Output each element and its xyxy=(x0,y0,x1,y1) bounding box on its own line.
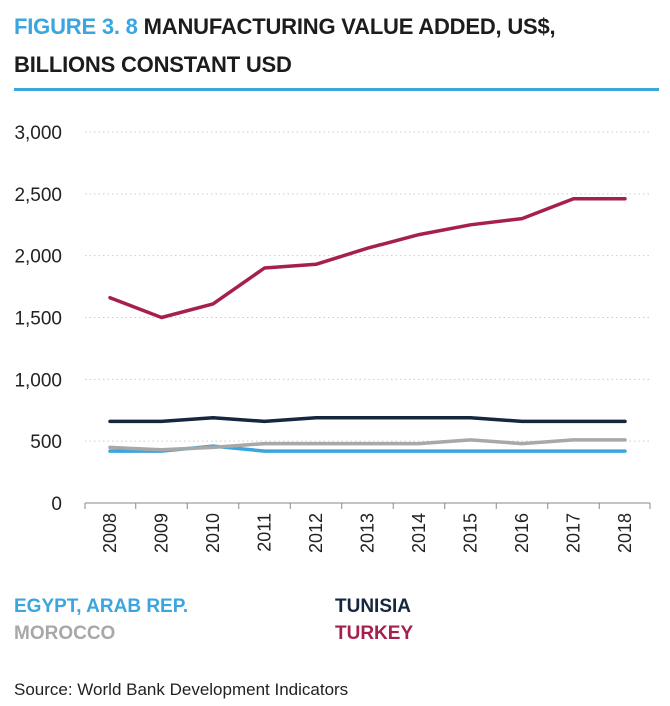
legend-tunisia: TUNISIA xyxy=(335,596,411,617)
x-tick-label: 2010 xyxy=(203,513,223,553)
tick-labels: 0 500 1,000 1,500 2,000 2,500 3,000 2008 2009 201… xyxy=(14,123,635,553)
y-tick-label: 2,500 xyxy=(14,185,62,206)
x-tick-label: 2013 xyxy=(358,513,378,553)
legend-turkey: TURKEY xyxy=(335,623,414,644)
x-tick-label: 2011 xyxy=(255,513,275,552)
x-tick-label: 2009 xyxy=(152,513,172,553)
source-note: Source: World Bank Development Indicator… xyxy=(14,680,349,699)
y-tick-label: 500 xyxy=(30,432,62,453)
title-text: MANUFACTURING VALUE ADDED, US$, BILLIONS… xyxy=(14,14,556,77)
legend-egypt: EGYPT, ARAB REP. xyxy=(14,596,189,617)
y-tick-label: 1,000 xyxy=(14,370,62,391)
y-tick-label: 3,000 xyxy=(14,123,62,144)
x-tick-label: 2015 xyxy=(461,513,481,553)
x-tick-label: 2016 xyxy=(512,513,532,553)
x-tick-label: 2017 xyxy=(564,513,584,553)
title-rule xyxy=(14,88,659,91)
legend-morocco: MOROCCO xyxy=(14,623,116,644)
series-line-turkey xyxy=(108,197,627,320)
x-tick-label: 2014 xyxy=(409,513,429,553)
x-tick-label: 2012 xyxy=(306,513,326,553)
x-tick-label: 2018 xyxy=(615,513,635,553)
y-tick-label: 0 xyxy=(51,494,62,515)
figure-label: FIGURE 3. 8 xyxy=(14,14,138,39)
y-tick-label: 2,000 xyxy=(14,247,62,268)
series-line-morocco xyxy=(108,438,627,452)
x-tick-label: 2008 xyxy=(100,513,120,553)
chart-title: FIGURE 3. 8 MANUFACTURING VALUE ADDED, U… xyxy=(14,8,659,84)
series-line-tunisia xyxy=(108,415,627,424)
series-lines xyxy=(108,197,627,453)
axes xyxy=(84,502,651,509)
y-tick-label: 1,500 xyxy=(14,309,62,330)
gridlines xyxy=(85,131,650,442)
